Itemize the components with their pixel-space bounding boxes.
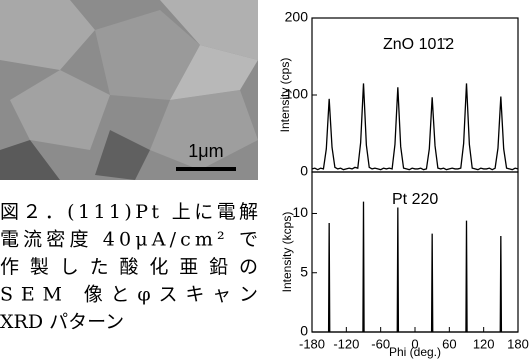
x-tick-label: 180 [507, 336, 529, 351]
annotation: ZnO 101̄2 [383, 36, 454, 53]
x-tick-label: 60 [442, 336, 456, 351]
data-line [312, 83, 518, 169]
sem-image: 1μm [0, 0, 258, 180]
x-tick-label: -180 [299, 336, 325, 351]
caption-line: 図２．(111)Pt 上に電解 [0, 201, 258, 223]
y-axis-title: Intensity (cps) [278, 58, 292, 133]
y-axis-title: Intensity (kcps) [280, 212, 294, 293]
x-tick-label: -60 [371, 336, 390, 351]
y-tick-label: 200 [285, 9, 309, 25]
caption-line: SEM 像とφスキャン [0, 284, 258, 306]
x-tick-label: -120 [333, 336, 359, 351]
y-tick-label: 0 [300, 163, 308, 179]
y-tick-label: 5 [300, 263, 308, 279]
annotation: Pt 220 [392, 191, 438, 208]
data-line [312, 202, 518, 332]
scale-bar-label: 1μm [188, 141, 223, 161]
x-axis-title: Phi (deg.) [389, 345, 441, 359]
x-tick-label: 120 [473, 336, 495, 351]
y-tick-label: 10 [292, 204, 308, 220]
caption-line: 電流密度 40μA/cm² で [0, 229, 258, 251]
figure: 1μm 図２．(111)Pt 上に電解電流密度 40μA/cm² で作製した酸化… [0, 0, 529, 361]
caption-line: 作製した酸化亜鉛の [0, 256, 258, 278]
caption-line: XRD パターン [0, 311, 124, 333]
